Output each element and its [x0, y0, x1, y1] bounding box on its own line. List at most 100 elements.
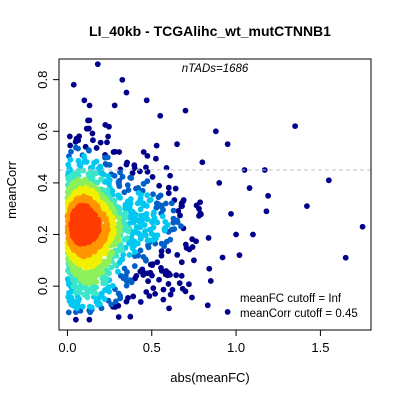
data-point — [167, 172, 173, 179]
data-point — [168, 200, 175, 207]
data-point — [130, 293, 137, 300]
y-axis-label: meanCorr — [4, 160, 19, 218]
data-point — [152, 290, 159, 297]
data-point — [196, 212, 202, 219]
data-point — [137, 247, 144, 254]
data-point — [122, 210, 129, 217]
data-point — [172, 185, 179, 192]
data-point — [304, 203, 310, 210]
data-point — [149, 174, 156, 180]
data-point — [155, 194, 162, 201]
data-point — [115, 302, 122, 309]
corr-cutoff-annotation: meanCorr cutoff = 0.45 — [240, 308, 358, 320]
data-point — [142, 228, 148, 235]
data-point — [205, 235, 212, 241]
data-point — [224, 309, 231, 315]
data-point — [141, 222, 148, 228]
data-point — [80, 220, 87, 227]
x-tick-label: 1.5 — [311, 340, 329, 355]
data-point — [72, 138, 79, 145]
y-tick-label: 0.6 — [35, 122, 50, 140]
data-point — [91, 160, 97, 166]
data-point — [115, 268, 121, 275]
data-point — [153, 142, 160, 149]
data-point — [189, 294, 195, 301]
data-point — [90, 137, 96, 144]
data-point — [65, 309, 72, 316]
data-point — [136, 168, 143, 175]
data-point — [97, 139, 104, 146]
data-point — [163, 238, 170, 245]
data-point — [127, 313, 134, 320]
data-point — [174, 251, 181, 258]
data-point — [158, 240, 165, 247]
data-point — [199, 159, 206, 166]
data-point — [144, 192, 151, 199]
data-point — [102, 121, 109, 128]
plot-frame — [58, 58, 372, 331]
data-point — [216, 179, 223, 186]
data-point — [116, 183, 123, 190]
data-point — [153, 204, 160, 211]
data-point — [81, 97, 88, 104]
data-point — [116, 149, 123, 155]
x-tick-label: 1.0 — [227, 340, 245, 355]
data-point — [124, 182, 131, 189]
data-point — [165, 281, 172, 287]
chart-title: LI_40kb - TCGAlihc_wt_mutCTNNB1 — [89, 23, 331, 39]
data-point — [72, 316, 79, 323]
data-point — [75, 145, 81, 152]
data-point — [292, 123, 299, 129]
data-point — [165, 190, 172, 197]
data-point — [110, 149, 117, 155]
data-point — [143, 289, 150, 295]
data-point — [86, 316, 93, 323]
data-point — [120, 251, 127, 258]
data-points — [64, 61, 366, 323]
data-point — [78, 285, 84, 292]
data-point — [182, 241, 189, 248]
data-point — [207, 278, 214, 284]
data-point — [105, 133, 111, 140]
data-point — [100, 280, 107, 287]
data-point — [186, 281, 192, 288]
data-point — [116, 215, 123, 221]
data-point — [70, 81, 77, 88]
data-point — [219, 254, 226, 261]
data-point — [101, 296, 108, 302]
data-point — [94, 61, 101, 68]
data-point — [174, 141, 180, 148]
y-tick-label: 0.2 — [35, 225, 50, 243]
x-axis: 0.0 0.5 1.0 1.5 — [58, 330, 329, 355]
data-point — [140, 180, 147, 187]
data-point — [68, 148, 74, 155]
data-point — [132, 275, 138, 282]
y-axis: 0.0 0.2 0.4 0.6 0.8 — [35, 71, 59, 295]
data-point — [119, 76, 126, 83]
data-point — [77, 163, 84, 169]
data-point — [81, 154, 88, 161]
data-point — [115, 290, 122, 297]
data-point — [157, 112, 164, 119]
data-point — [83, 125, 90, 132]
fc-cutoff-annotation: meanFC cutoff = Inf — [240, 293, 342, 305]
data-point — [177, 212, 183, 219]
data-point — [263, 208, 270, 215]
data-point — [228, 210, 234, 217]
data-point — [224, 141, 231, 148]
data-point — [111, 102, 118, 109]
data-point — [191, 257, 197, 264]
data-point — [86, 102, 93, 109]
data-point — [153, 155, 159, 162]
data-point — [112, 298, 119, 305]
data-point — [67, 142, 74, 149]
data-point — [86, 147, 92, 154]
data-point — [119, 173, 126, 180]
data-point — [116, 246, 123, 252]
data-point — [265, 192, 272, 199]
data-point — [160, 286, 167, 293]
data-point — [144, 237, 151, 244]
data-point — [102, 154, 108, 161]
data-point — [104, 139, 110, 146]
